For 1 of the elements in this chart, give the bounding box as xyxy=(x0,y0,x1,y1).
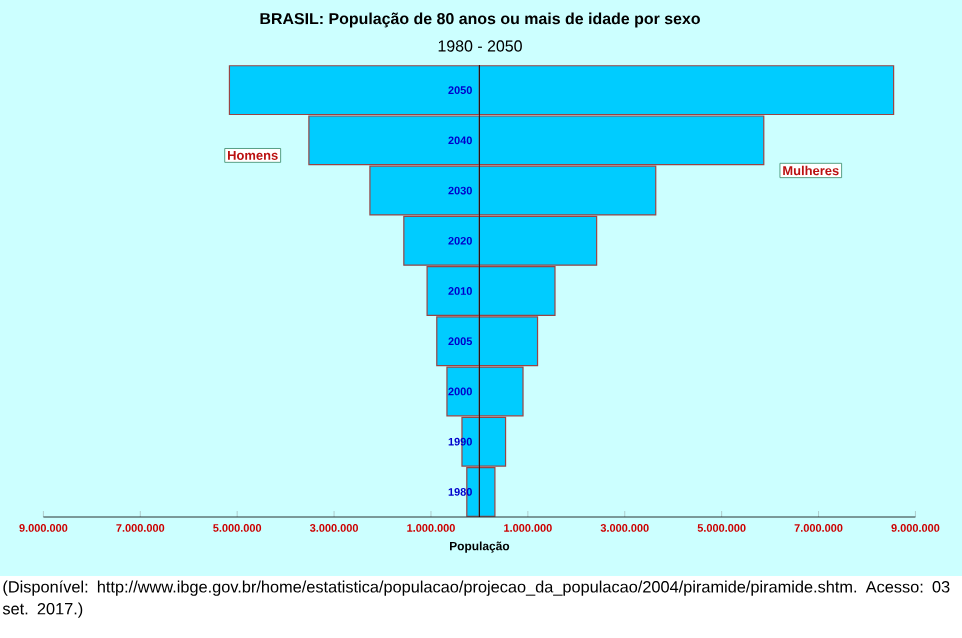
text: (Disponível: http://www.ibge.gov.br/home/estatistica/populacao/projecao_da_populacao/2004/piramide/piramide.shtm. Acesso: 03 set. 2017.) xyxy=(2,580,950,618)
